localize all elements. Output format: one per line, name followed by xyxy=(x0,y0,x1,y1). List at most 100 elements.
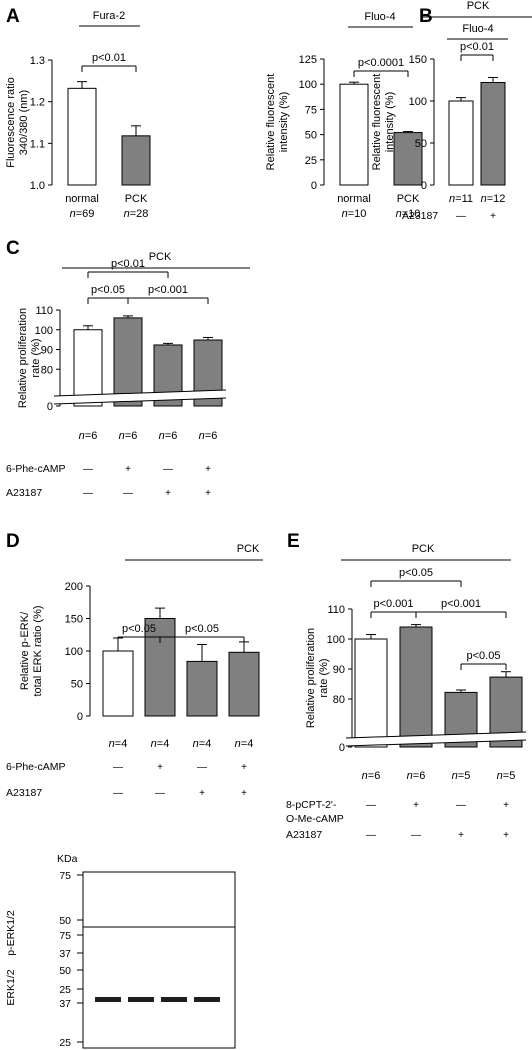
treatment-sign: — xyxy=(123,488,133,499)
treatment-sign: + xyxy=(205,488,211,499)
panel-letter-c: C xyxy=(6,238,20,259)
group-label-e: PCK xyxy=(412,543,435,555)
bar-c-1 xyxy=(73,329,103,407)
n-label-a1-1: n=69 xyxy=(70,208,95,220)
axis-break-line-c xyxy=(53,397,227,405)
bar-e-2 xyxy=(399,626,433,748)
blot-unit-label: KDa xyxy=(57,853,78,865)
bar-a2-2 xyxy=(393,132,423,186)
n-label-c-4: n=6 xyxy=(199,430,218,442)
y-axis-label: rate (%) xyxy=(30,338,42,377)
p-value-label: p<0.0001 xyxy=(358,57,404,69)
blot-marker-label: 75 xyxy=(59,870,71,882)
blot-marker-label: 50 xyxy=(59,915,71,927)
p-value-label: p<0.05 xyxy=(122,623,156,635)
treatment-sign: — xyxy=(155,788,165,799)
panel-letter-d: D xyxy=(6,531,20,552)
blot-band xyxy=(194,997,220,1002)
p-value-label: p<0.05 xyxy=(467,650,501,662)
y-tick-label: 100 xyxy=(35,325,53,337)
y-tick-label: 0 xyxy=(421,180,427,192)
p-value-label: p<0.05 xyxy=(91,284,125,296)
p-value-label: p<0.001 xyxy=(148,284,188,296)
treatment-sign: + xyxy=(458,830,464,841)
y-tick-label: 100 xyxy=(327,634,345,646)
n-label-b-1: n=11 xyxy=(449,193,473,205)
treatment-label: O-Me-cAMP xyxy=(286,813,344,825)
n-label-d-2: n=4 xyxy=(151,738,170,750)
treatment-sign: + xyxy=(503,830,509,841)
y-tick-label: 1.2 xyxy=(30,97,45,109)
treatment-label: 6-Phe-cAMP xyxy=(6,761,66,773)
category-label: PCK xyxy=(125,193,148,205)
treatment-label: A23187 xyxy=(402,210,438,222)
panel-letter-a: A xyxy=(6,6,20,27)
axis-break-line-e xyxy=(345,731,527,739)
n-label-d-4: n=4 xyxy=(235,738,254,750)
y-axis-label: intensity (%) xyxy=(384,92,396,153)
n-label-a2-1: n=10 xyxy=(342,208,367,220)
blot-marker-label: 37 xyxy=(59,948,71,960)
blot-marker-label: 75 xyxy=(59,930,71,942)
y-tick-label: 0 xyxy=(311,180,317,192)
bar-b-1 xyxy=(448,100,474,186)
treatment-label: 6-Phe-cAMP xyxy=(6,463,66,475)
panel-letter-e: E xyxy=(287,531,300,552)
n-label-a1-2: n=28 xyxy=(124,208,149,220)
bar-b-2 xyxy=(480,82,506,186)
group-label-b: PCK xyxy=(467,0,490,12)
bar-a1-1 xyxy=(67,87,97,186)
n-label-e-2: n=6 xyxy=(407,770,426,782)
y-tick-label: 1.0 xyxy=(30,180,45,192)
blot-marker-label: 25 xyxy=(59,1037,71,1049)
y-axis-label: Fluorescence ratio xyxy=(5,77,17,168)
treatment-sign: + xyxy=(205,464,211,475)
treatment-sign: + xyxy=(241,762,247,773)
bar-c-2 xyxy=(113,317,143,407)
bar-a1-2 xyxy=(121,135,151,186)
treatment-sign: + xyxy=(241,788,247,799)
y-tick-label: 150 xyxy=(409,54,427,66)
y-tick-label: 0 xyxy=(47,401,53,413)
p-value-label: p<0.05 xyxy=(185,623,219,635)
y-tick-label: 80 xyxy=(41,364,53,376)
treatment-sign: — xyxy=(366,800,376,811)
y-tick-label: 90 xyxy=(41,345,53,357)
blot-band xyxy=(95,997,121,1002)
y-axis-label: intensity (%) xyxy=(278,92,290,153)
y-axis-label: Relative fluorescent xyxy=(265,74,277,171)
y-tick-label: 100 xyxy=(299,79,317,91)
n-label-b-2: n=12 xyxy=(481,193,506,205)
bar-d-1 xyxy=(102,650,134,717)
category-label: normal xyxy=(65,193,99,205)
n-label-e-4: n=5 xyxy=(497,770,516,782)
n-label-d-1: n=4 xyxy=(109,738,128,750)
y-tick-label: 110 xyxy=(327,604,345,616)
y-axis-label: total ERK ratio (%) xyxy=(32,605,44,696)
bar-d-4 xyxy=(228,651,260,717)
treatment-sign: — xyxy=(197,762,207,773)
treatment-sign: + xyxy=(413,800,419,811)
p-value-label: p<0.05 xyxy=(399,567,433,579)
p-value-label: p<0.01 xyxy=(111,258,145,270)
y-tick-label: 0 xyxy=(77,711,83,723)
axis-break-line-c xyxy=(53,389,227,397)
y-tick-label: 75 xyxy=(305,104,317,116)
y-tick-label: 50 xyxy=(415,138,427,150)
n-label-c-2: n=6 xyxy=(119,430,138,442)
y-tick-label: 1.3 xyxy=(30,55,45,67)
axis-break-band-e xyxy=(346,732,526,746)
y-axis-label: rate (%) xyxy=(318,658,330,697)
axis-break-line-e xyxy=(345,739,527,747)
blot-row-label: ERK1/2 xyxy=(5,969,17,1005)
y-tick-label: 150 xyxy=(65,614,83,626)
treatment-sign: — xyxy=(456,800,466,811)
p-value-label: p<0.001 xyxy=(441,598,481,610)
treatment-label: A23187 xyxy=(286,829,322,841)
treatment-sign: + xyxy=(490,211,496,222)
treatment-label: 8-pCPT-2'- xyxy=(286,799,337,811)
bar-a2-1 xyxy=(339,83,369,186)
bar-d-2 xyxy=(144,618,176,717)
y-tick-label: 80 xyxy=(333,694,345,706)
